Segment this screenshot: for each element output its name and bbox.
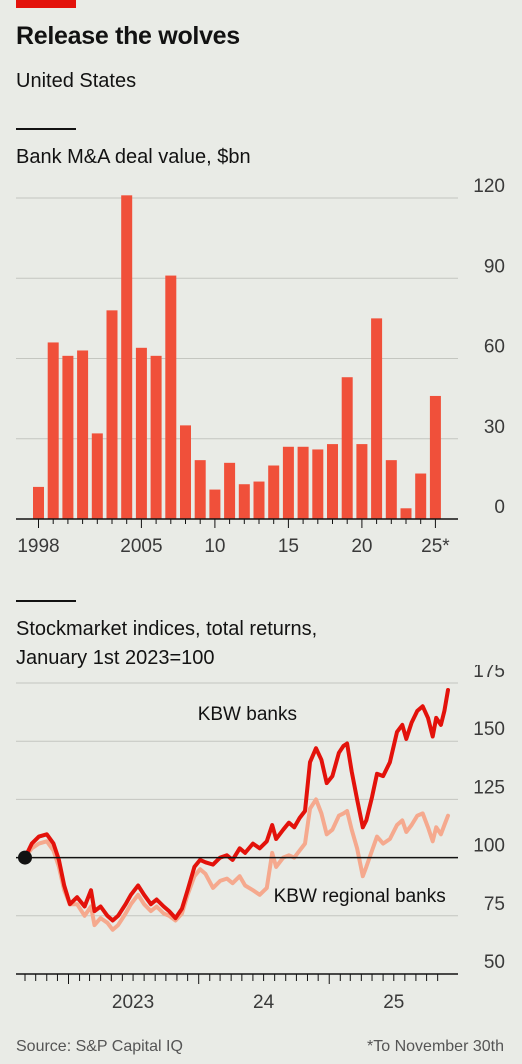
x-tick-label: 20 <box>351 536 372 557</box>
bar <box>312 449 324 519</box>
y-tick-label: 30 <box>484 417 505 438</box>
x-tick-label: 2005 <box>120 536 162 557</box>
x-tick-label: 15 <box>278 536 299 557</box>
bar <box>180 425 191 519</box>
series-label-kbw-regional-banks: KBW regional banks <box>274 886 446 907</box>
bar <box>91 433 103 519</box>
bar <box>282 446 294 519</box>
bar <box>268 465 280 519</box>
bar <box>415 473 427 519</box>
chart2-rule <box>16 600 76 602</box>
page-subtitle: United States <box>16 70 137 92</box>
bar <box>106 310 118 519</box>
bar-chart: 0 30 60 90 120 1998 2005 10 15 20 25* <box>16 176 505 557</box>
page-title: Release the wolves <box>16 22 240 50</box>
series-label-kbw-banks: KBW banks <box>198 704 297 725</box>
bar <box>33 486 44 519</box>
chart1-rule <box>16 128 76 130</box>
y-tick-label: 100 <box>473 836 505 857</box>
y-tick-label: 175 <box>473 665 505 682</box>
bar <box>165 275 177 519</box>
bar <box>253 481 265 519</box>
bar <box>135 347 147 519</box>
y-tick-label: 150 <box>473 719 505 740</box>
bar <box>150 355 162 519</box>
bar <box>62 355 74 519</box>
x-tick-label: 25* <box>421 536 450 557</box>
x-tick-label: 10 <box>204 536 225 557</box>
y-tick-label: 90 <box>484 256 505 277</box>
bar <box>327 444 338 519</box>
y-tick-label: 75 <box>484 894 505 915</box>
x-tick-label: 25 <box>383 992 404 1013</box>
y-tick-label: 60 <box>484 337 505 358</box>
x-tick-label: 1998 <box>17 536 59 557</box>
bar <box>121 195 133 519</box>
line-chart: 50 75 100 125 150 175 KBW banks KBW regional ba… <box>16 665 505 1013</box>
bar <box>297 446 309 519</box>
bar <box>371 318 383 519</box>
bar <box>356 444 368 519</box>
y-tick-label: 125 <box>473 777 505 798</box>
chart1-title: Bank M&A deal value, $bn <box>16 146 251 168</box>
bar <box>194 460 206 519</box>
bar <box>341 377 353 519</box>
bar <box>47 342 59 519</box>
bar <box>385 460 397 519</box>
source-note: Source: S&P Capital IQ <box>16 1038 183 1055</box>
bar <box>209 489 221 519</box>
y-tick-label: 0 <box>494 497 505 518</box>
bar <box>77 350 89 519</box>
x-tick-label: 24 <box>253 992 275 1013</box>
y-tick-label: 50 <box>484 952 505 973</box>
footnote: *To November 30th <box>367 1038 504 1055</box>
bar <box>238 484 250 519</box>
bar <box>224 462 236 519</box>
series-line-kbw-banks <box>23 688 450 923</box>
brand-red-tag <box>16 0 76 8</box>
series-line-kbw-regional-banks <box>23 797 450 932</box>
bar <box>429 395 441 519</box>
base-point-marker <box>18 850 32 865</box>
x-tick-label: 2023 <box>112 992 154 1013</box>
chart2-title-line2: January 1st 2023=100 <box>16 647 215 669</box>
y-tick-label: 120 <box>473 176 505 197</box>
chart2-title-line1: Stockmarket indices, total returns, <box>16 618 318 640</box>
bar <box>400 508 412 519</box>
